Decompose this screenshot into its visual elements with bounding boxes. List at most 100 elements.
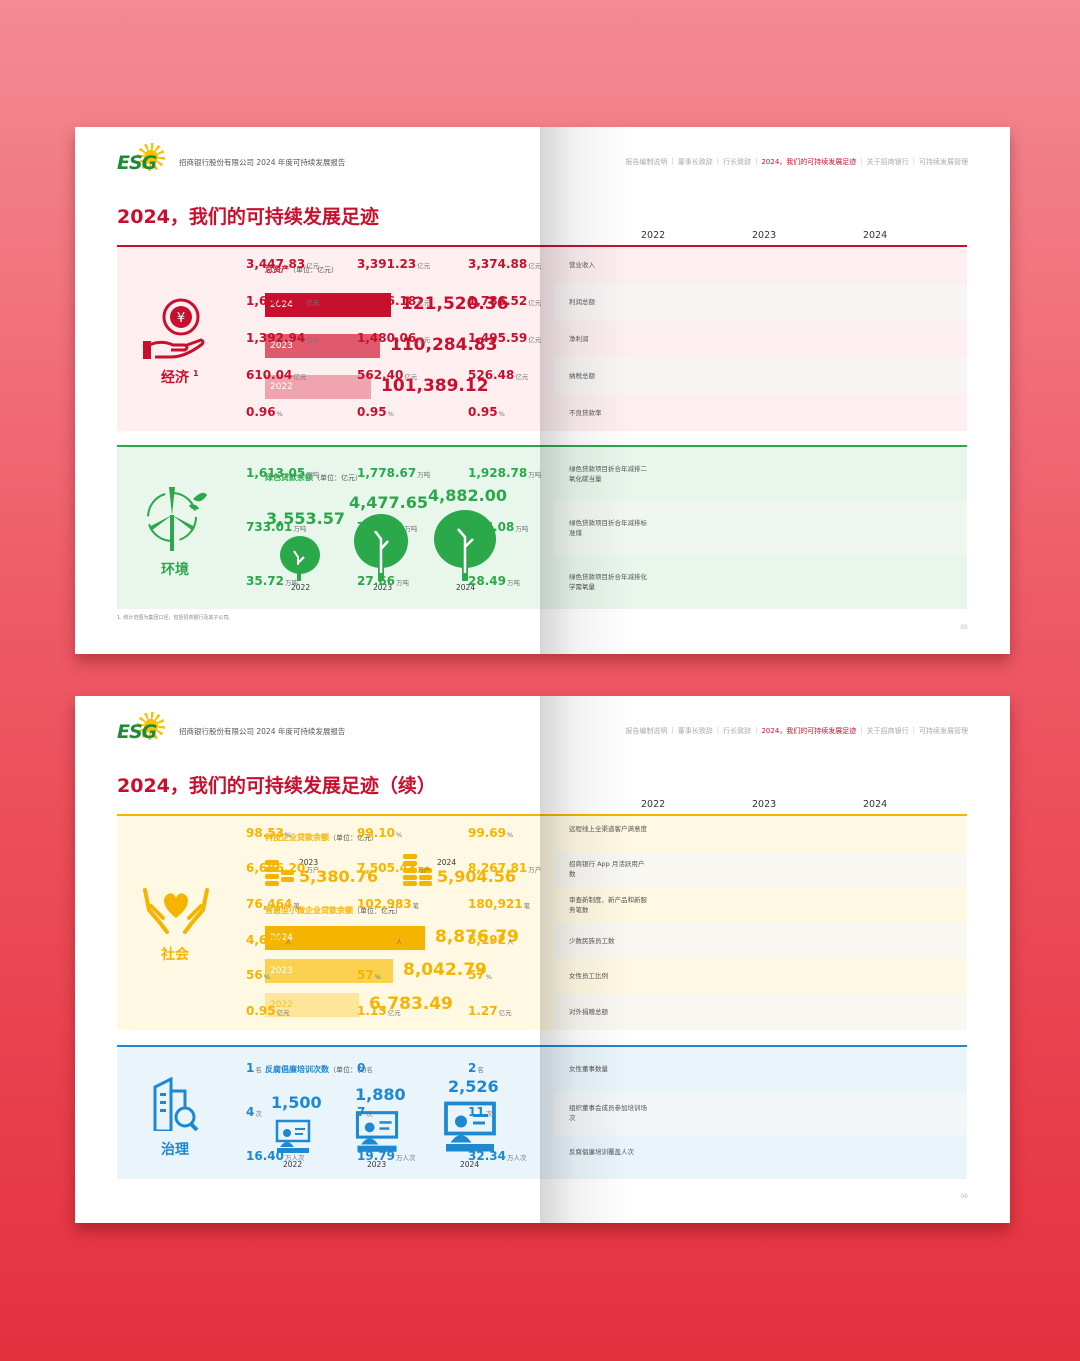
divider bbox=[117, 814, 967, 816]
row-value: 27.66万吨 bbox=[357, 574, 409, 588]
governance-label: 治理 bbox=[161, 1142, 189, 1158]
row-value: 0.95亿元 bbox=[246, 1003, 290, 1018]
social-label: 社会 bbox=[161, 947, 189, 963]
sme-bar-2023: 2023 bbox=[265, 959, 393, 983]
nav-item[interactable]: 可持续发展管理 bbox=[919, 158, 968, 166]
asset-bar-2022: 2022 bbox=[265, 375, 371, 399]
row-label: 审查新制度、新产品和新服务笔数 bbox=[569, 895, 647, 914]
data-row: 净利润 1,392.94亿元 1,480.06亿元 1,495.59亿元 bbox=[246, 320, 967, 358]
row-value: 7次 bbox=[357, 1105, 373, 1119]
wind-turbine-icon bbox=[147, 487, 207, 551]
data-row: 女性董事数量 1名 0名 2名 bbox=[246, 1047, 967, 1091]
coins-icon bbox=[403, 854, 432, 886]
data-row: 不良贷款率 0.96% 0.95% 0.95% bbox=[246, 394, 967, 431]
row-value: 610.04亿元 bbox=[246, 367, 307, 382]
data-row: 绿色贷款项目折合年减排化学需氧量 35.72万吨 27.66万吨 28.49万吨 bbox=[246, 555, 967, 609]
row-label: 不良贷款率 bbox=[569, 408, 602, 417]
row-value: 1,651.13亿元 bbox=[246, 294, 320, 309]
year-header: 2022 bbox=[641, 799, 666, 810]
nav-item[interactable]: 董事长致辞 bbox=[677, 158, 713, 166]
data-row: 审查新制度、新产品和新服务笔数 76,464笔 102,983笔 180,921笔 bbox=[246, 887, 967, 923]
nav-item[interactable]: 关于招商银行 bbox=[866, 158, 909, 166]
chart-title: 总资产（单位：亿元） bbox=[265, 265, 338, 274]
year-label: 2022 bbox=[283, 1160, 303, 1169]
data-row: 绿色贷款项目折合年减排二氧化碳当量 1,613.05万吨 1,778.67万吨 1,9… bbox=[246, 447, 967, 501]
data-row: 反腐倡廉培训覆盖人次 16.40万人次 19.79万人次 32.34万人次 bbox=[246, 1135, 967, 1179]
nav-item-active[interactable]: 2024，我们的可持续发展足迹 bbox=[761, 158, 857, 166]
row-value: 16.40万人次 bbox=[246, 1149, 305, 1163]
row-label: 利润总额 bbox=[569, 298, 595, 307]
row-value: 1.15亿元 bbox=[357, 1003, 401, 1018]
presentation-icon bbox=[355, 1111, 399, 1152]
row-label: 女性员工比例 bbox=[569, 972, 608, 981]
nav-item[interactable]: 董事长致辞 bbox=[677, 727, 713, 735]
data-row: 少数民族员工数 4,625人 4,942人 5,192人 bbox=[246, 922, 967, 959]
row-value: 99.69% bbox=[468, 825, 514, 840]
year-label: 2022 bbox=[291, 583, 311, 592]
year-label: 2024 bbox=[460, 1160, 480, 1169]
asset-bar-2024: 2024 bbox=[265, 293, 391, 317]
chart-title: 反腐倡廉培训次数（单位：次） bbox=[265, 1065, 371, 1074]
row-label: 绿色贷款项目折合年减排二氧化碳当量 bbox=[569, 465, 647, 483]
row-value: 180,921笔 bbox=[468, 896, 531, 911]
asset-value-2024: 121,520.36 bbox=[401, 294, 509, 314]
row-value: 5,192人 bbox=[468, 932, 514, 947]
sme-value-2024: 8,876.79 bbox=[435, 927, 519, 947]
sun-icon bbox=[137, 143, 165, 171]
row-value: 526.48亿元 bbox=[468, 367, 529, 382]
sun-icon bbox=[137, 712, 165, 740]
coin-hand-icon: ¥ bbox=[142, 298, 205, 359]
footnote: 1. 统计范围为集团口径，包括招商银行及其子公司。 bbox=[117, 615, 234, 621]
tree-icon bbox=[434, 510, 496, 581]
chart-title: 科技企业贷款余额（单位：亿元） bbox=[265, 833, 378, 842]
asset-bar-2023: 2023 bbox=[265, 334, 380, 358]
row-label: 绿色贷款项目折合年减排化学需氧量 bbox=[569, 573, 647, 591]
building-search-icon bbox=[153, 1077, 199, 1131]
row-label: 对外捐赠总额 bbox=[569, 1007, 608, 1016]
row-label: 纳税总额 bbox=[569, 371, 595, 380]
row-value: 733.01万吨 bbox=[246, 520, 307, 534]
year-header: 2024 bbox=[863, 799, 888, 810]
row-value: 1,928.78万吨 bbox=[468, 466, 542, 480]
top-nav: 报告编制说明 | 董事长致辞 | 行长致辞 | 2024，我们的可持续发展足迹 | 关于… bbox=[625, 157, 968, 166]
report-page-06: ESG 招商银行股份有限公司 2024 年度可持续发展报告 报告编制说明 | 董事… bbox=[75, 696, 1010, 1223]
data-row: 营业收入 3,447.83亿元 3,391.23亿元 3,374.88亿元 bbox=[246, 247, 967, 284]
row-label: 净利润 bbox=[569, 334, 589, 343]
presentation-icon bbox=[275, 1119, 311, 1153]
row-value: 102,983笔 bbox=[357, 896, 420, 911]
row-value: 562.40亿元 bbox=[357, 367, 418, 382]
sme-value-2023: 8,042.79 bbox=[403, 960, 487, 980]
nav-item[interactable]: 关于招商银行 bbox=[866, 727, 909, 735]
nav-item[interactable]: 行长致辞 bbox=[723, 727, 752, 735]
row-value: 2名 bbox=[468, 1061, 484, 1075]
tech-loan-2023: 5,380.76 bbox=[299, 867, 378, 886]
row-value: 1,392.94亿元 bbox=[246, 330, 320, 345]
nav-item[interactable]: 报告编制说明 bbox=[625, 727, 668, 735]
nav-item-active[interactable]: 2024，我们的可持续发展足迹 bbox=[761, 727, 857, 735]
row-label: 招商银行 App 月活跃用户数 bbox=[569, 860, 645, 879]
report-title: 招商银行股份有限公司 2024 年度可持续发展报告 bbox=[179, 158, 346, 167]
row-value: 3,374.88亿元 bbox=[468, 257, 542, 272]
row-label: 少数民族员工数 bbox=[569, 936, 615, 945]
row-label: 反腐倡廉培训覆盖人次 bbox=[569, 1148, 634, 1156]
row-value: 4次 bbox=[246, 1105, 262, 1119]
data-row: 绿色贷款项目折合年减排标准煤 733.01万吨 799.42万吨 856.08万吨 bbox=[246, 501, 967, 555]
chart-title: 普惠型小微企业贷款余额（单位：亿元） bbox=[265, 906, 402, 915]
row-value: 3,391.23亿元 bbox=[357, 257, 431, 272]
row-value: 4,942人 bbox=[357, 932, 403, 947]
row-value: 57% bbox=[357, 968, 381, 983]
row-value: 11次 bbox=[468, 1105, 493, 1119]
heart-hands-icon bbox=[143, 888, 209, 934]
divider bbox=[117, 445, 967, 447]
row-value: 0.95% bbox=[357, 404, 394, 419]
nav-item[interactable]: 报告编制说明 bbox=[625, 158, 668, 166]
divider bbox=[117, 1045, 967, 1047]
nav-item[interactable]: 可持续发展管理 bbox=[919, 727, 968, 735]
row-value: 56% bbox=[246, 968, 270, 983]
top-nav: 报告编制说明 | 董事长致辞 | 行长致辞 | 2024，我们的可持续发展足迹 | 关于… bbox=[625, 726, 968, 735]
green-loan-2023: 4,477.65 bbox=[349, 493, 428, 512]
row-label: 远程线上全渠道客户满意度 bbox=[569, 824, 647, 833]
nav-item[interactable]: 行长致辞 bbox=[723, 158, 752, 166]
row-value: 32.34万人次 bbox=[468, 1149, 527, 1163]
page-title: 2024，我们的可持续发展足迹 bbox=[117, 206, 379, 228]
